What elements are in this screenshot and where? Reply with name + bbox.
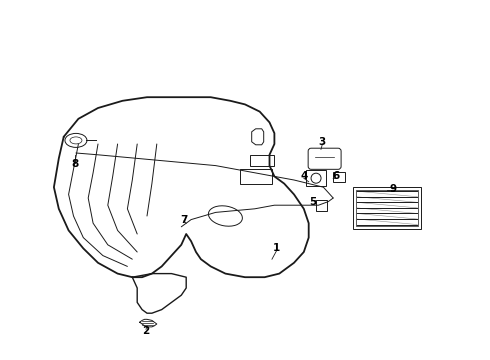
Text: 5: 5 [309, 197, 316, 207]
Bar [316, 200, 327, 211]
Bar [356, 190, 418, 226]
Text: 8: 8 [72, 159, 78, 169]
Text: 6: 6 [332, 171, 339, 181]
Bar [333, 172, 345, 182]
Bar [240, 169, 272, 184]
Text: 2: 2 [143, 326, 149, 336]
Bar [250, 155, 274, 166]
Bar [306, 170, 326, 186]
Text: 9: 9 [390, 184, 396, 194]
Text: 3: 3 [319, 137, 326, 147]
Text: 7: 7 [180, 215, 188, 225]
Text: 1: 1 [273, 243, 280, 253]
Bar [353, 187, 421, 229]
Text: 4: 4 [300, 171, 308, 181]
